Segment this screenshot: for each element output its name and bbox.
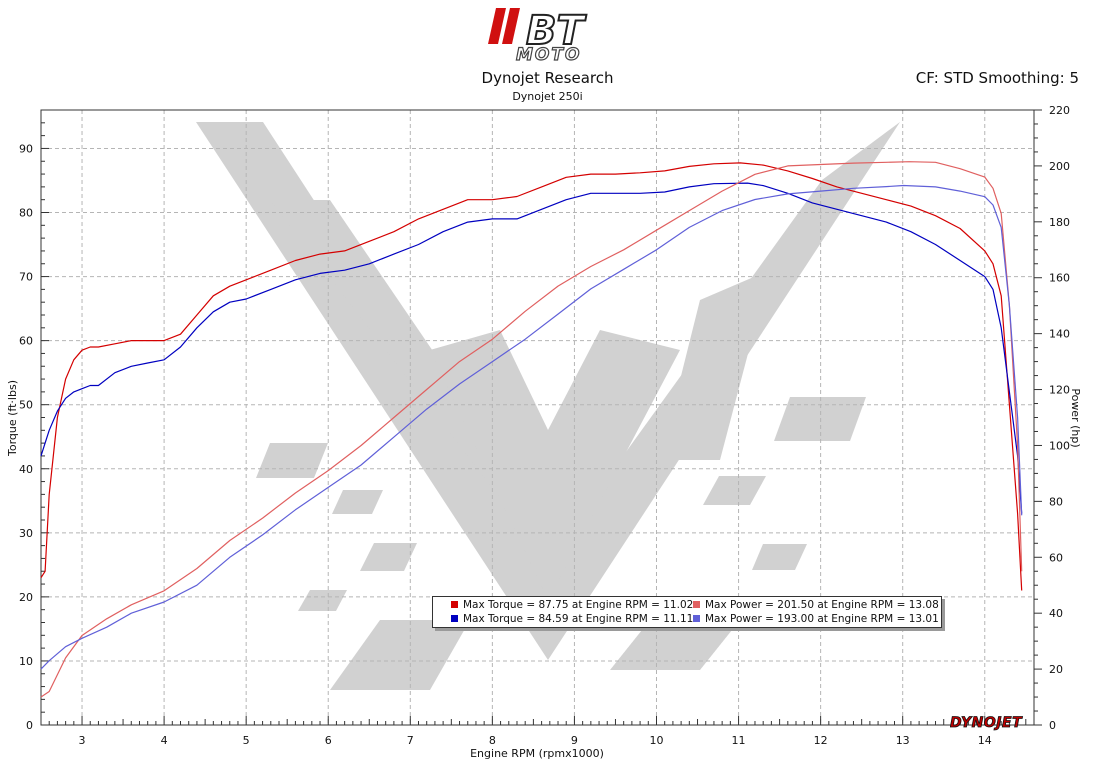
x-tick-label: 9 bbox=[571, 734, 578, 747]
svg-text:DYNOJET: DYNOJET bbox=[950, 715, 1023, 731]
x-tick-label: 8 bbox=[489, 734, 496, 747]
y-tick-label: 90 bbox=[19, 142, 33, 155]
y2-tick-label: 120 bbox=[1049, 384, 1070, 397]
x-tick-label: 12 bbox=[814, 734, 828, 747]
correction-factor-label: CF: STD Smoothing: 5 bbox=[915, 69, 1079, 87]
y-tick-label: 70 bbox=[19, 271, 33, 284]
x-tick-label: 5 bbox=[243, 734, 250, 747]
series-line bbox=[40, 182, 1023, 514]
series-line bbox=[40, 162, 1023, 591]
y-tick-label: 80 bbox=[19, 207, 33, 220]
chart-subtitle: Dynojet 250i bbox=[512, 90, 583, 103]
y2-tick-label: 40 bbox=[1049, 607, 1063, 620]
x-tick-label: 6 bbox=[325, 734, 332, 747]
x-tick-label: 10 bbox=[649, 734, 663, 747]
y2-tick-label: 20 bbox=[1049, 663, 1063, 676]
y2-tick-label: 100 bbox=[1049, 439, 1070, 452]
y2-axis-title: Power (hp) bbox=[1069, 388, 1082, 447]
legend-label: Max Power = 201.50 at Engine RPM = 13.08 bbox=[705, 599, 939, 611]
legend-item: Max Power = 201.50 at Engine RPM = 13.08 bbox=[693, 598, 939, 612]
x-axis-title: Engine RPM (rpmx1000) bbox=[470, 747, 604, 760]
series-line bbox=[40, 184, 1023, 670]
legend: Max Torque = 87.75 at Engine RPM = 11.02… bbox=[432, 596, 942, 628]
svg-text:MOTO: MOTO bbox=[516, 45, 581, 64]
y2-tick-label: 80 bbox=[1049, 495, 1063, 508]
legend-swatch bbox=[451, 614, 458, 622]
y2-tick-label: 220 bbox=[1049, 104, 1070, 117]
y-tick-label: 40 bbox=[19, 463, 33, 476]
series-layer bbox=[40, 161, 1023, 698]
y-tick-label: 30 bbox=[19, 527, 33, 540]
legend-label: Max Torque = 87.75 at Engine RPM = 11.02 bbox=[463, 599, 694, 611]
y-tick-label: 60 bbox=[19, 335, 33, 348]
bt-moto-logo: BT MOTO bbox=[488, 7, 587, 64]
legend-swatch bbox=[451, 600, 458, 608]
svg-text:BT: BT bbox=[526, 8, 586, 54]
series-line bbox=[40, 161, 1023, 698]
y2-tick-label: 200 bbox=[1049, 160, 1070, 173]
y-tick-label: 50 bbox=[19, 399, 33, 412]
x-tick-label: 11 bbox=[732, 734, 746, 747]
legend-item: Max Torque = 84.59 at Engine RPM = 11.11 bbox=[451, 612, 693, 626]
x-tick-label: 14 bbox=[978, 734, 992, 747]
y-axis-title: Torque (ft·lbs) bbox=[6, 380, 19, 457]
dynojet-logo: DYNOJET bbox=[950, 715, 1023, 732]
chart-title: Dynojet Research bbox=[481, 69, 614, 87]
y-tick-label: 10 bbox=[19, 655, 33, 668]
x-tick-label: 4 bbox=[161, 734, 168, 747]
legend-swatch bbox=[693, 614, 700, 622]
legend-label: Max Torque = 84.59 at Engine RPM = 11.11 bbox=[463, 613, 694, 625]
legend-item: Max Power = 193.00 at Engine RPM = 13.01 bbox=[693, 612, 939, 626]
axes: 3 4 5 6 7 8 9 10 11 12 13 1401020304050607080900204… bbox=[19, 104, 1070, 747]
x-tick-label: 3 bbox=[79, 734, 86, 747]
watermark-logo bbox=[196, 122, 900, 690]
legend-item: Max Torque = 87.75 at Engine RPM = 11.02 bbox=[451, 598, 693, 612]
y2-tick-label: 140 bbox=[1049, 328, 1070, 341]
y-tick-label: 0 bbox=[26, 719, 33, 732]
y2-tick-label: 180 bbox=[1049, 216, 1070, 229]
x-tick-label: 7 bbox=[407, 734, 414, 747]
x-tick-label: 13 bbox=[896, 734, 910, 747]
legend-swatch bbox=[693, 600, 700, 608]
legend-label: Max Power = 193.00 at Engine RPM = 13.01 bbox=[705, 613, 939, 625]
y2-tick-label: 160 bbox=[1049, 272, 1070, 285]
y-tick-label: 20 bbox=[19, 591, 33, 604]
y2-tick-label: 0 bbox=[1049, 719, 1056, 732]
y2-tick-label: 60 bbox=[1049, 551, 1063, 564]
